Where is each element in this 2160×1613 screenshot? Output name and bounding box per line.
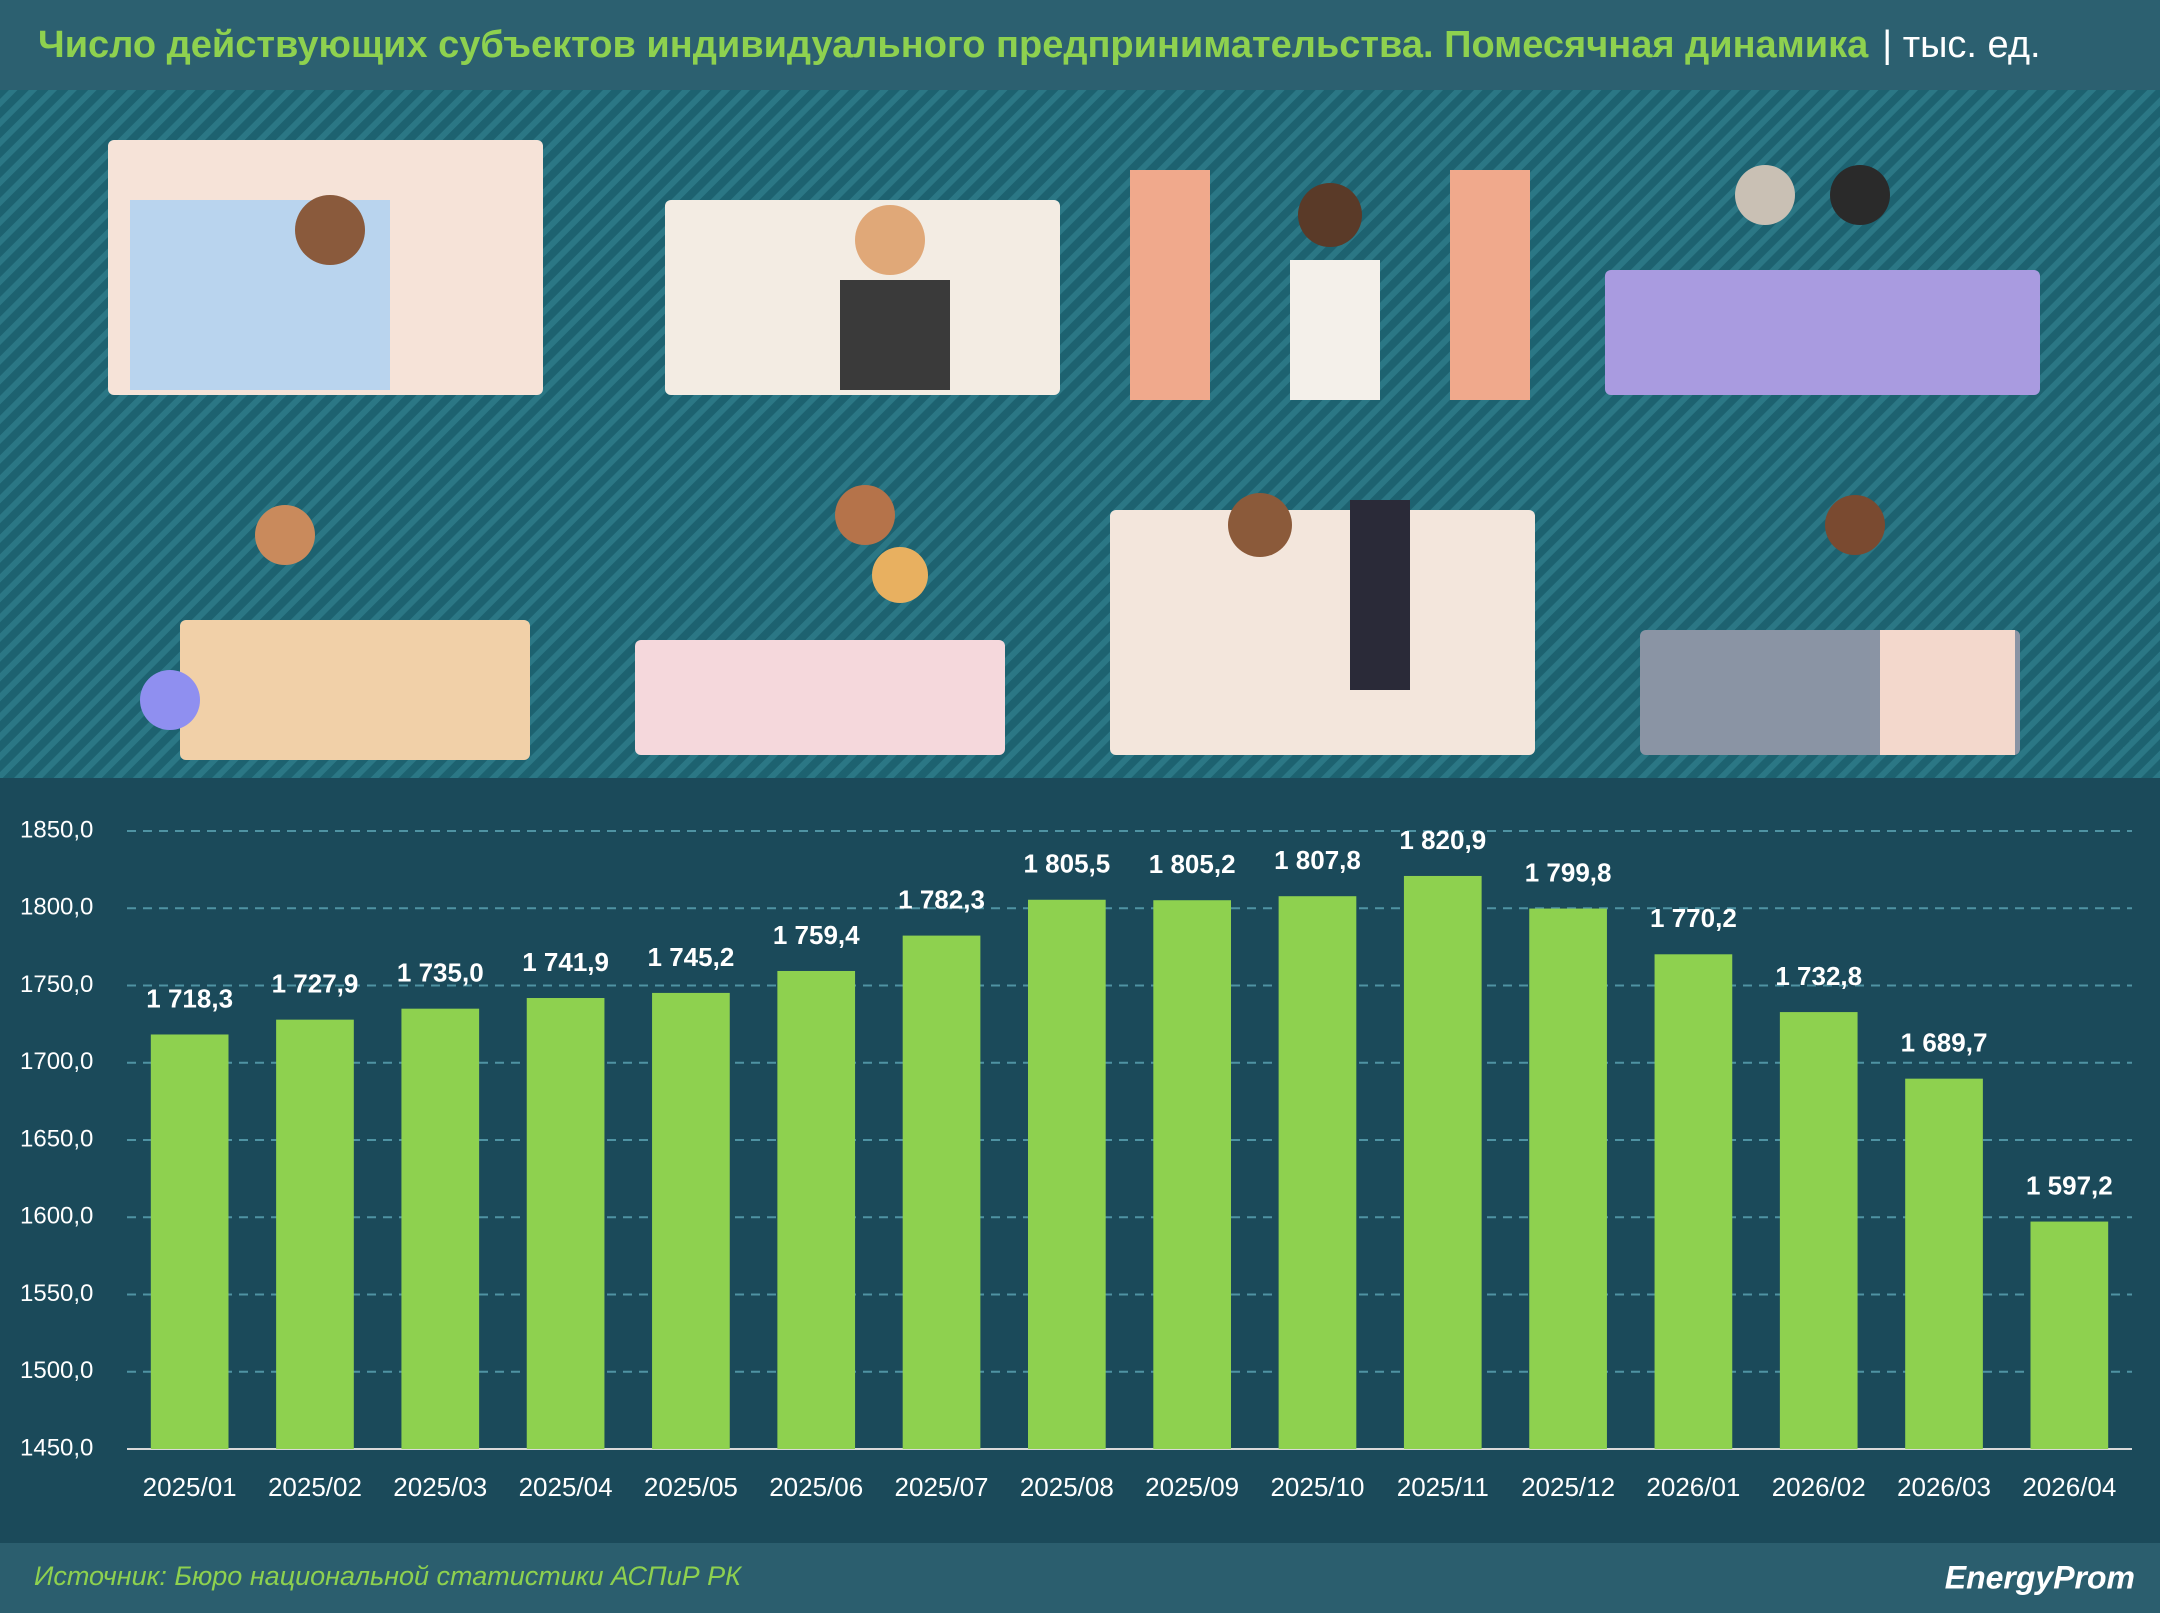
bar <box>1905 1078 1983 1449</box>
x-tick-label: 2025/12 <box>1521 1472 1615 1502</box>
x-tick-label: 2026/02 <box>1772 1472 1866 1502</box>
x-tick-label: 2025/10 <box>1270 1472 1364 1502</box>
y-tick-label: 1650,0 <box>20 1125 93 1152</box>
x-tick-label: 2025/04 <box>519 1472 613 1502</box>
y-tick-label: 1800,0 <box>20 894 93 921</box>
value-label: 1 782,3 <box>898 884 985 914</box>
value-label: 1 718,3 <box>146 983 233 1013</box>
x-tick-label: 2026/04 <box>2022 1472 2116 1502</box>
bar <box>652 992 730 1449</box>
value-label: 1 807,8 <box>1274 845 1361 875</box>
value-label: 1 805,5 <box>1023 849 1110 879</box>
bar <box>1779 1012 1858 1449</box>
footer-bg <box>0 1543 2160 1613</box>
bar <box>401 1008 480 1449</box>
x-tick-label: 2026/01 <box>1646 1472 1740 1502</box>
bar <box>2030 1221 2109 1449</box>
bar <box>777 970 856 1449</box>
x-tick-label: 2025/09 <box>1145 1472 1239 1502</box>
bar <box>1403 875 1482 1449</box>
bar <box>902 935 981 1449</box>
value-label: 1 799,8 <box>1525 857 1612 887</box>
bar <box>150 1034 229 1449</box>
value-label: 1 745,2 <box>648 942 735 972</box>
y-tick-label: 1750,0 <box>20 971 93 998</box>
illustrations <box>108 140 2040 760</box>
bar <box>526 998 605 1449</box>
logo: EnergyProm <box>1945 1559 2135 1595</box>
chart-title: Число действующих субъектов индивидуальн… <box>38 23 1869 66</box>
y-tick-label: 1850,0 <box>20 816 93 843</box>
y-tick-label: 1700,0 <box>20 1048 93 1075</box>
source: Источник: Бюро национальной статистики А… <box>34 1561 743 1591</box>
x-tick-label: 2025/08 <box>1020 1472 1114 1502</box>
x-tick-label: 2026/03 <box>1897 1472 1991 1502</box>
x-tick-label: 2025/01 <box>143 1472 237 1502</box>
bar <box>1654 954 1733 1449</box>
value-label: 1 770,2 <box>1650 903 1737 933</box>
x-tick-label: 2025/07 <box>895 1472 989 1502</box>
value-label: 1 727,9 <box>272 969 359 999</box>
value-label: 1 820,9 <box>1399 825 1486 855</box>
bar <box>1027 899 1106 1449</box>
bar <box>1278 896 1357 1449</box>
x-tick-label: 2025/03 <box>393 1472 487 1502</box>
y-tick-label: 1600,0 <box>20 1203 93 1230</box>
value-label: 1 759,4 <box>773 920 860 950</box>
bar <box>1529 908 1607 1449</box>
y-tick-label: 1500,0 <box>20 1357 93 1384</box>
value-label: 1 735,0 <box>397 958 484 988</box>
value-label: 1 689,7 <box>1901 1028 1988 1058</box>
value-label: 1 741,9 <box>522 947 609 977</box>
x-tick-label: 2025/11 <box>1397 1472 1489 1502</box>
x-tick-label: 2025/05 <box>644 1472 738 1502</box>
unit: | тыс. ед. <box>1882 23 2041 66</box>
y-tick-label: 1450,0 <box>20 1434 93 1461</box>
x-tick-label: 2025/02 <box>268 1472 362 1502</box>
value-label: 1 597,2 <box>2026 1170 2113 1200</box>
x-tick-label: 2025/06 <box>769 1472 863 1502</box>
header: Число действующих субъектов индивидуальн… <box>0 0 2160 90</box>
y-tick-label: 1550,0 <box>20 1280 93 1307</box>
bar <box>276 1019 354 1449</box>
value-label: 1 805,2 <box>1149 849 1236 879</box>
bar <box>1153 900 1232 1449</box>
value-label: 1 732,8 <box>1775 961 1862 991</box>
